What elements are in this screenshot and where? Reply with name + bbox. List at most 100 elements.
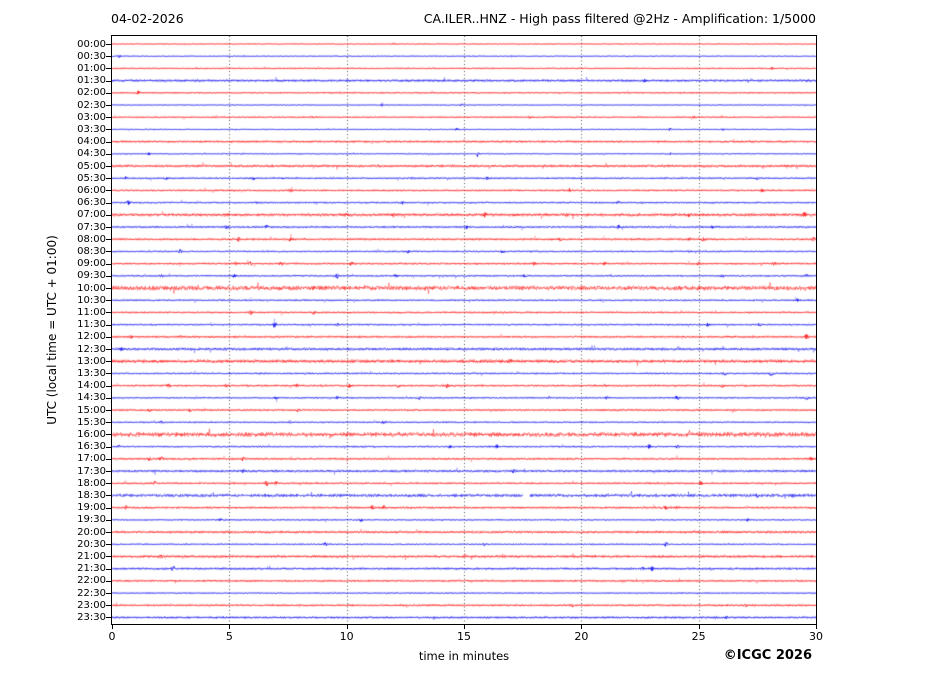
y-tick-label: 16:00 <box>77 428 106 440</box>
y-tick-label: 02:30 <box>77 99 106 111</box>
y-tick-mark <box>106 593 111 594</box>
y-tick-mark <box>106 410 111 411</box>
y-tick-mark <box>106 544 111 545</box>
y-tick-mark <box>106 215 111 216</box>
plot-title: CA.ILER..HNZ - High pass filtered @2Hz -… <box>423 11 816 26</box>
y-tick-mark <box>106 422 111 423</box>
y-tick-label: 05:30 <box>77 172 106 184</box>
y-tick-mark <box>106 434 111 435</box>
x-tick-label: 10 <box>339 630 354 643</box>
x-tick-label: 30 <box>809 630 823 643</box>
x-tick-mark <box>464 625 465 629</box>
y-tick-label: 10:30 <box>77 294 106 306</box>
y-tick-label: 03:30 <box>77 123 106 135</box>
y-tick-label: 19:30 <box>77 514 106 526</box>
y-tick-mark <box>106 166 111 167</box>
y-tick-mark <box>106 81 111 82</box>
y-tick-mark <box>106 373 111 374</box>
x-tick-mark <box>699 625 700 629</box>
y-tick-mark <box>106 178 111 179</box>
y-tick-label: 18:30 <box>77 489 106 501</box>
y-tick-label: 11:00 <box>77 306 106 318</box>
y-tick-label: 20:00 <box>77 526 106 538</box>
y-tick-label: 19:00 <box>77 502 106 514</box>
y-tick-label: 14:00 <box>77 380 106 392</box>
x-tick-label: 25 <box>691 630 706 643</box>
y-tick-mark <box>106 349 111 350</box>
plot-area <box>111 35 817 625</box>
y-tick-label: 10:00 <box>77 282 106 294</box>
y-tick-mark <box>106 251 111 252</box>
x-tick-label: 15 <box>457 630 471 643</box>
y-tick-label: 06:00 <box>77 184 106 196</box>
y-tick-label: 07:30 <box>77 221 106 233</box>
y-tick-mark <box>106 300 111 301</box>
y-tick-label: 01:30 <box>77 75 106 87</box>
y-tick-mark <box>106 508 111 509</box>
y-tick-label: 23:30 <box>77 611 106 623</box>
y-tick-mark <box>106 203 111 204</box>
y-tick-mark <box>106 117 111 118</box>
y-tick-mark <box>106 569 111 570</box>
y-tick-mark <box>106 288 111 289</box>
y-tick-label: 03:00 <box>77 111 106 123</box>
y-tick-mark <box>106 617 111 618</box>
y-tick-label: 17:00 <box>77 453 106 465</box>
y-tick-label: 21:30 <box>77 563 106 575</box>
x-tick-label: 5 <box>225 630 233 643</box>
y-tick-mark <box>106 386 111 387</box>
y-tick-label: 06:30 <box>77 197 106 209</box>
y-tick-mark <box>106 398 111 399</box>
y-tick-label: 04:30 <box>77 148 106 160</box>
x-tick-mark <box>347 625 348 629</box>
y-tick-mark <box>106 532 111 533</box>
x-tick-mark <box>816 625 817 629</box>
x-tick-mark <box>112 625 113 629</box>
y-tick-mark <box>106 154 111 155</box>
y-tick-label: 15:30 <box>77 416 106 428</box>
y-tick-mark <box>106 471 111 472</box>
y-tick-mark <box>106 264 111 265</box>
y-tick-label: 01:00 <box>77 62 106 74</box>
date-title: 04-02-2026 <box>111 11 184 26</box>
y-tick-label: 20:30 <box>77 538 106 550</box>
y-tick-label: 21:00 <box>77 550 106 562</box>
y-tick-mark <box>106 227 111 228</box>
y-tick-mark <box>106 93 111 94</box>
y-tick-mark <box>106 520 111 521</box>
y-tick-label: 02:00 <box>77 87 106 99</box>
y-tick-mark <box>106 581 111 582</box>
y-tick-label: 22:30 <box>77 587 106 599</box>
y-tick-label: 12:00 <box>77 331 106 343</box>
y-tick-label: 09:30 <box>77 270 106 282</box>
x-tick-mark <box>229 625 230 629</box>
y-tick-label: 04:00 <box>77 136 106 148</box>
y-tick-label: 09:00 <box>77 258 106 270</box>
y-tick-label: 00:30 <box>77 50 106 62</box>
y-tick-mark <box>106 447 111 448</box>
y-tick-label: 16:30 <box>77 441 106 453</box>
y-tick-mark <box>106 105 111 106</box>
y-tick-mark <box>106 483 111 484</box>
y-tick-label: 17:30 <box>77 465 106 477</box>
y-tick-label: 14:30 <box>77 392 106 404</box>
y-tick-label: 08:00 <box>77 233 106 245</box>
y-tick-mark <box>106 239 111 240</box>
y-tick-mark <box>106 276 111 277</box>
y-tick-mark <box>106 495 111 496</box>
y-tick-mark <box>106 312 111 313</box>
y-tick-mark <box>106 361 111 362</box>
y-tick-mark <box>106 44 111 45</box>
y-tick-mark <box>106 337 111 338</box>
x-tick-mark <box>581 625 582 629</box>
y-tick-mark <box>106 129 111 130</box>
y-tick-mark <box>106 556 111 557</box>
copyright-label: ©ICGC 2026 <box>723 648 812 663</box>
y-tick-label: 07:00 <box>77 209 106 221</box>
y-tick-mark <box>106 190 111 191</box>
y-tick-label: 22:00 <box>77 575 106 587</box>
y-tick-label: 13:30 <box>77 367 106 379</box>
y-tick-mark <box>106 325 111 326</box>
y-tick-label: 13:00 <box>77 355 106 367</box>
